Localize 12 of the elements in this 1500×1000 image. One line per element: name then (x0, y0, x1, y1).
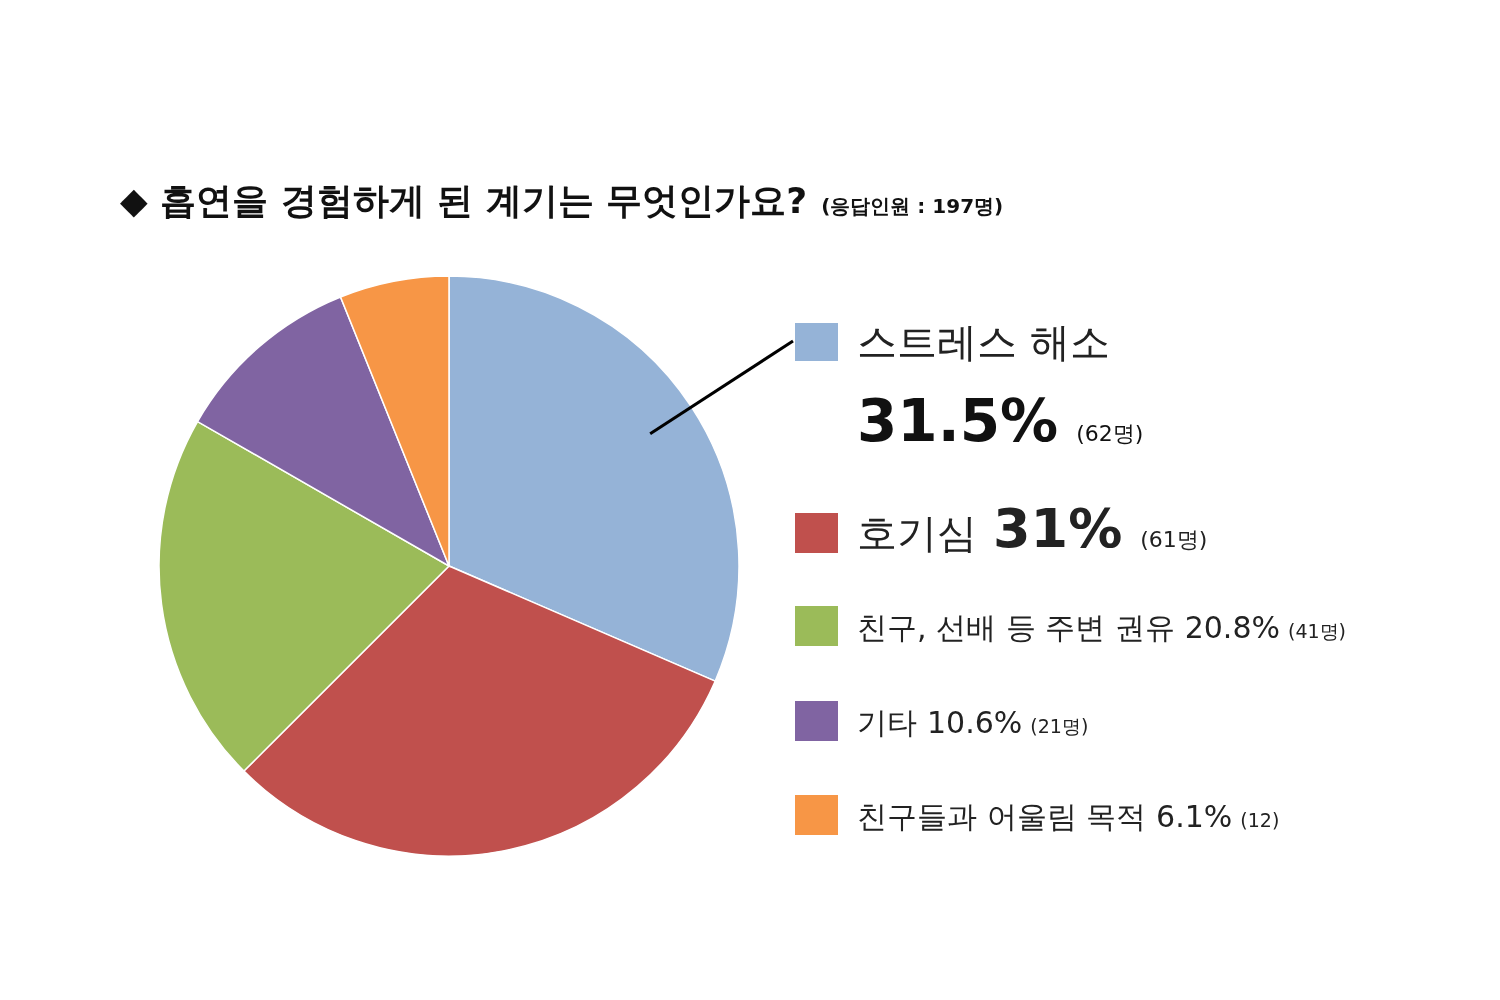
data-label: 10.6% (21명) (927, 705, 1089, 740)
data-label: 6.1% (12) (1156, 799, 1280, 834)
chart-subtitle: (응답인원 : 197명) (821, 194, 1004, 218)
legend-label: 기타 (857, 705, 917, 740)
data-label: 31% (61명) (993, 497, 1208, 560)
legend-label: 스트레스 해소 (857, 319, 1110, 365)
legend-label: 친구들과 어울림 목적 (857, 799, 1147, 834)
legend-label: 친구, 선배 등 주변 권유 (857, 610, 1175, 645)
chart-title: ◆ 흡연을 경험하게 된 계기는 무엇인가요? (120, 180, 808, 221)
data-label: 20.8% (41명) (1184, 610, 1347, 645)
legend-label: 호기심 (857, 510, 977, 556)
data-label: 31.5% (62명) (857, 387, 1144, 455)
